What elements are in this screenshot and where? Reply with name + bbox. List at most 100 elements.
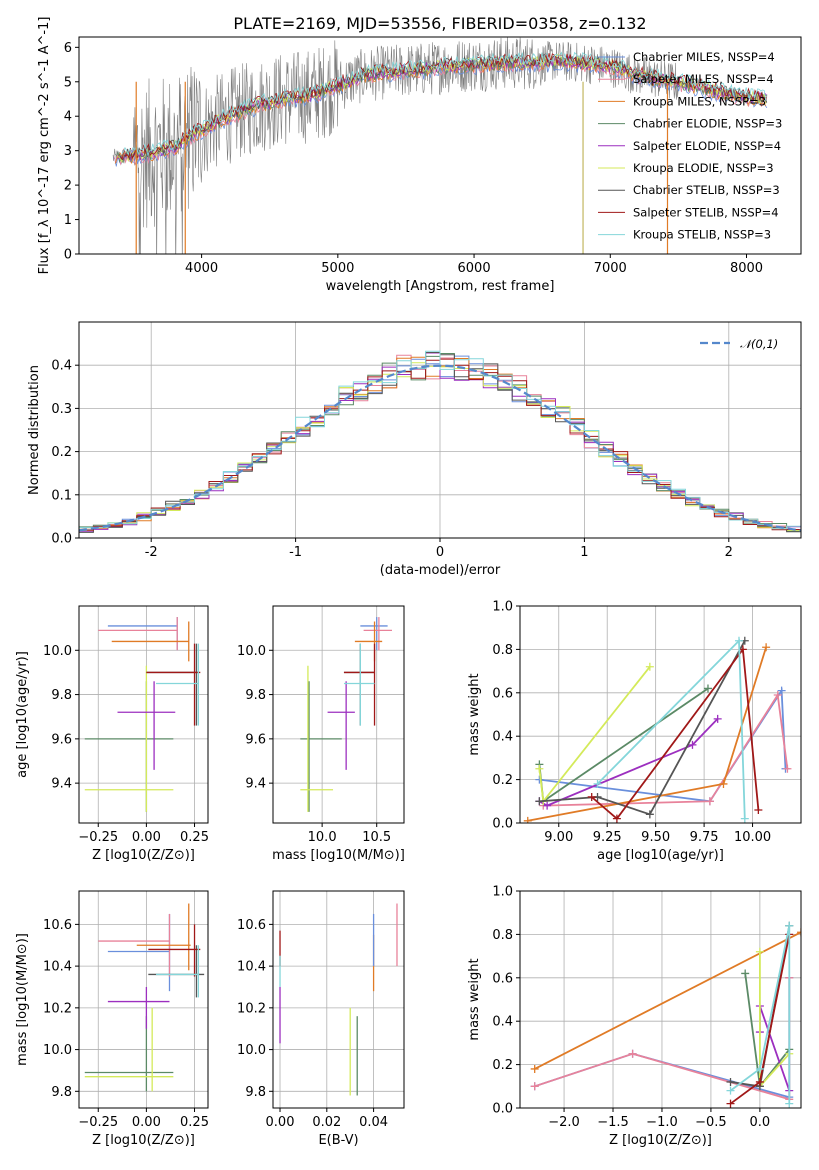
weight-point-8-2 [785, 921, 794, 930]
x-tick-label: 4000 [185, 261, 218, 276]
legend-label-5: Kroupa ELODIE, NSSP=3 [633, 161, 774, 175]
y-tick-label: 0.0 [51, 532, 72, 547]
weight-point-8-3 [785, 1099, 794, 1108]
axes-frame [519, 605, 802, 824]
legend-label-6: Chabrier STELIB, NSSP=3 [633, 183, 780, 197]
legend-spectrum: Chabrier MILES, NSSP=4 Salpeter MILES, NS… [598, 50, 782, 242]
legend-label-1: Salpeter MILES, NSSP=4 [633, 72, 774, 86]
y-tick-label: 1 [64, 213, 72, 228]
y-tick-label: 1.0 [492, 600, 513, 615]
y-tick-label: 0.6 [492, 971, 513, 986]
y-axis-label: age [log10(age/yr)] [15, 651, 30, 778]
y-tick-label: 0.8 [492, 928, 513, 943]
y-tick-label: 1.0 [492, 885, 513, 900]
weight-point-7-0 [726, 1099, 735, 1108]
plot-area-age-vs-mass [300, 617, 392, 812]
y-axis-label: mass weight [467, 958, 482, 1040]
model-line-8 [121, 51, 767, 157]
y-tick-label: 10.0 [43, 1043, 72, 1058]
weight-line-3 [538, 687, 709, 803]
weight-line-2 [534, 931, 801, 1070]
x-axis-label: Z [log10(Z/Z⊙)] [92, 1133, 195, 1148]
x-axis-label: Z [log10(Z/Z⊙)] [609, 1133, 712, 1148]
y-tick-label: 9.6 [245, 732, 266, 747]
weight-point-6-0 [726, 1077, 735, 1086]
weight-point-7-3 [754, 805, 763, 814]
y-tick-label: 0.8 [492, 643, 513, 658]
x-tick-label: 0.00 [132, 1115, 161, 1130]
y-tick-label: 3 [64, 144, 72, 159]
x-tick-label: 0.00 [266, 1115, 295, 1130]
y-tick-label: 0.3 [51, 402, 72, 417]
panel-mass-vs-Z: −0.25 0.00 0.25 9.8 10.0 10.2 10.4 10.6 Z [log10… [15, 890, 209, 1148]
weight-line-6 [539, 640, 746, 816]
y-tick-label: 4 [64, 110, 72, 125]
plot-area-weight-vs-age [523, 636, 792, 823]
x-tick-label: -2 [145, 545, 158, 560]
axes-frame [78, 605, 209, 824]
x-tick-label: 1 [580, 545, 588, 560]
y-tick-label: 9.8 [245, 1085, 266, 1100]
weight-point-7-2 [738, 645, 747, 654]
x-tick-label: 9.25 [593, 830, 622, 845]
legend-residuals: 𝒩(0,1) [700, 337, 778, 351]
legend-label-2: Kroupa MILES, NSSP=3 [633, 94, 766, 108]
observed-spectrum [112, 37, 768, 254]
weight-point-4-3 [713, 714, 722, 723]
plot-area-mass-vs-EBV [279, 903, 398, 1096]
x-tick-label: 0.00 [132, 830, 161, 845]
x-tick-label: 9.50 [641, 830, 670, 845]
weight-point-2-0 [523, 816, 532, 823]
y-axis-label: Normed distribution [27, 365, 42, 495]
x-axis-label: E(B-V) [318, 1133, 358, 1148]
x-tick-label: 9.75 [690, 830, 719, 845]
axes-frame [272, 605, 405, 824]
weight-point-0-2 [777, 686, 786, 695]
legend-label-8: Kroupa STELIB, NSSP=3 [633, 228, 771, 242]
weight-point-5-0 [535, 764, 544, 773]
weight-line-8 [729, 925, 791, 1104]
axes-frame [78, 890, 209, 1109]
y-tick-label: 10.2 [237, 1001, 266, 1016]
y-tick-label: 10.0 [237, 644, 266, 659]
weight-point-1-2 [773, 690, 782, 699]
panel-residuals: -2 -1 0 1 2 0.0 0.1 0.2 0.3 0.4 (data-model)/error… [27, 321, 802, 578]
legend-label-normal: 𝒩(0,1) [740, 337, 778, 351]
y-tick-label: 0.2 [51, 445, 72, 460]
y-tick-label: 9.8 [51, 688, 72, 703]
weight-point-2-2 [762, 643, 771, 652]
histogram-8 [79, 350, 801, 530]
normal-curve [79, 364, 801, 532]
figure-title: PLATE=2169, MJD=53556, FIBERID=0358, z=0… [233, 14, 646, 33]
weight-point-7-1 [612, 814, 621, 823]
panel-weight-vs-age: 9.00 9.25 9.50 9.75 10.00 0.0 0.2 0.4 0.6 0.8 1.0 a… [467, 600, 802, 863]
x-tick-label: −1.0 [646, 1115, 678, 1130]
y-tick-label: 10.6 [43, 918, 72, 933]
x-axis-label: wavelength [Angstrom, rest frame] [326, 279, 555, 294]
weight-point-8-1 [755, 1064, 764, 1073]
weight-point-4-2 [688, 740, 697, 749]
plot-area-residuals [79, 350, 801, 533]
weight-point-8-0 [726, 1086, 735, 1095]
weight-point-1-0 [530, 1082, 539, 1091]
x-tick-label: -1 [289, 545, 302, 560]
plot-area-age-vs-Z [84, 617, 201, 812]
panel-spectrum: 4000 5000 6000 7000 8000 0 1 2 3 4 5 6 wavelength [A… [37, 17, 802, 294]
weight-point-7-1 [755, 1077, 764, 1086]
weight-point-8-2 [740, 814, 749, 823]
y-axis-label: Flux [f_λ 10^-17 erg cm^-2 s^-1 A^-1] [37, 17, 52, 275]
y-tick-label: 9.8 [51, 1085, 72, 1100]
weight-point-2-0 [530, 1064, 539, 1073]
weight-point-5-2 [645, 662, 654, 671]
y-tick-label: 0.0 [492, 1102, 513, 1117]
weight-point-0-0 [535, 775, 544, 784]
y-tick-label: 10.4 [237, 960, 266, 975]
y-tick-label: 9.4 [51, 777, 72, 792]
y-tick-label: 10.0 [43, 644, 72, 659]
weight-point-5-0 [755, 947, 764, 956]
weight-point-1-1 [628, 1049, 637, 1058]
axes-frame [78, 321, 802, 539]
y-tick-label: 10.6 [237, 918, 266, 933]
x-tick-label: −0.25 [78, 830, 118, 845]
